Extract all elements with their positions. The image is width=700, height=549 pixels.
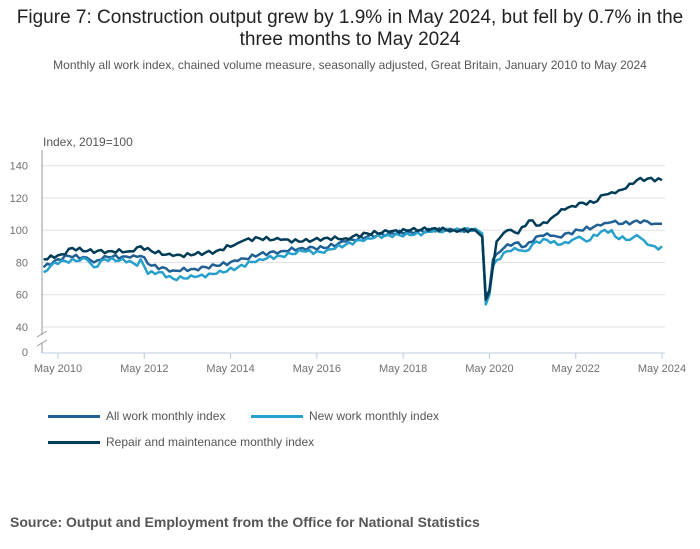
y-tick-label: 60 [16, 290, 28, 302]
y-tick-label: 40 [16, 322, 28, 334]
legend-swatch [48, 414, 100, 418]
x-tick-label: May 2012 [120, 363, 168, 375]
chart-subtitle: Monthly all work index, chained volume m… [53, 58, 647, 72]
x-tick-label: May 2018 [379, 363, 427, 375]
y-axis-label: Index, 2019=100 [43, 135, 133, 149]
x-tick-label: May 2024 [638, 363, 686, 375]
legend-swatch [251, 414, 303, 418]
source-note: Source: Output and Employment from the O… [10, 514, 480, 530]
series-line-new-work-monthly-index [43, 227, 663, 306]
axis-break [36, 330, 48, 338]
axis-break [36, 339, 48, 347]
y-tick-label: 120 [10, 193, 28, 205]
x-tick-label: May 2016 [293, 363, 341, 375]
legend-item-repair: Repair and maintenance monthly index [48, 435, 314, 449]
y-tick-label: 0 [22, 347, 28, 359]
legend-swatch [48, 440, 100, 444]
y-tick-label: 100 [10, 225, 28, 237]
x-tick-label: May 2020 [465, 363, 513, 375]
x-tick-label: May 2022 [552, 363, 600, 375]
legend-label: All work monthly index [106, 409, 226, 423]
legend-item-all-work: All work monthly index [48, 409, 225, 423]
series-line-repair-and-maintenance-monthly-index [43, 176, 663, 301]
chart-title: Figure 7: Construction output grew by 1.… [16, 7, 684, 50]
y-tick-label: 80 [16, 257, 28, 269]
x-tick-label: May 2014 [206, 363, 254, 375]
x-tick-label: May 2010 [34, 363, 82, 375]
y-tick-label: 140 [10, 161, 28, 173]
series-line-all-work-monthly-index [42, 219, 662, 300]
legend-item-new-work: New work monthly index [251, 409, 439, 423]
legend-label: New work monthly index [309, 409, 440, 423]
legend-label: Repair and maintenance monthly index [106, 435, 315, 449]
